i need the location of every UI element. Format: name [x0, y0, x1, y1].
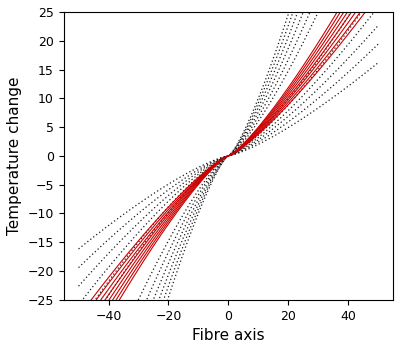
- X-axis label: Fibre axis: Fibre axis: [192, 328, 265, 343]
- Y-axis label: Temperature change: Temperature change: [7, 77, 22, 235]
